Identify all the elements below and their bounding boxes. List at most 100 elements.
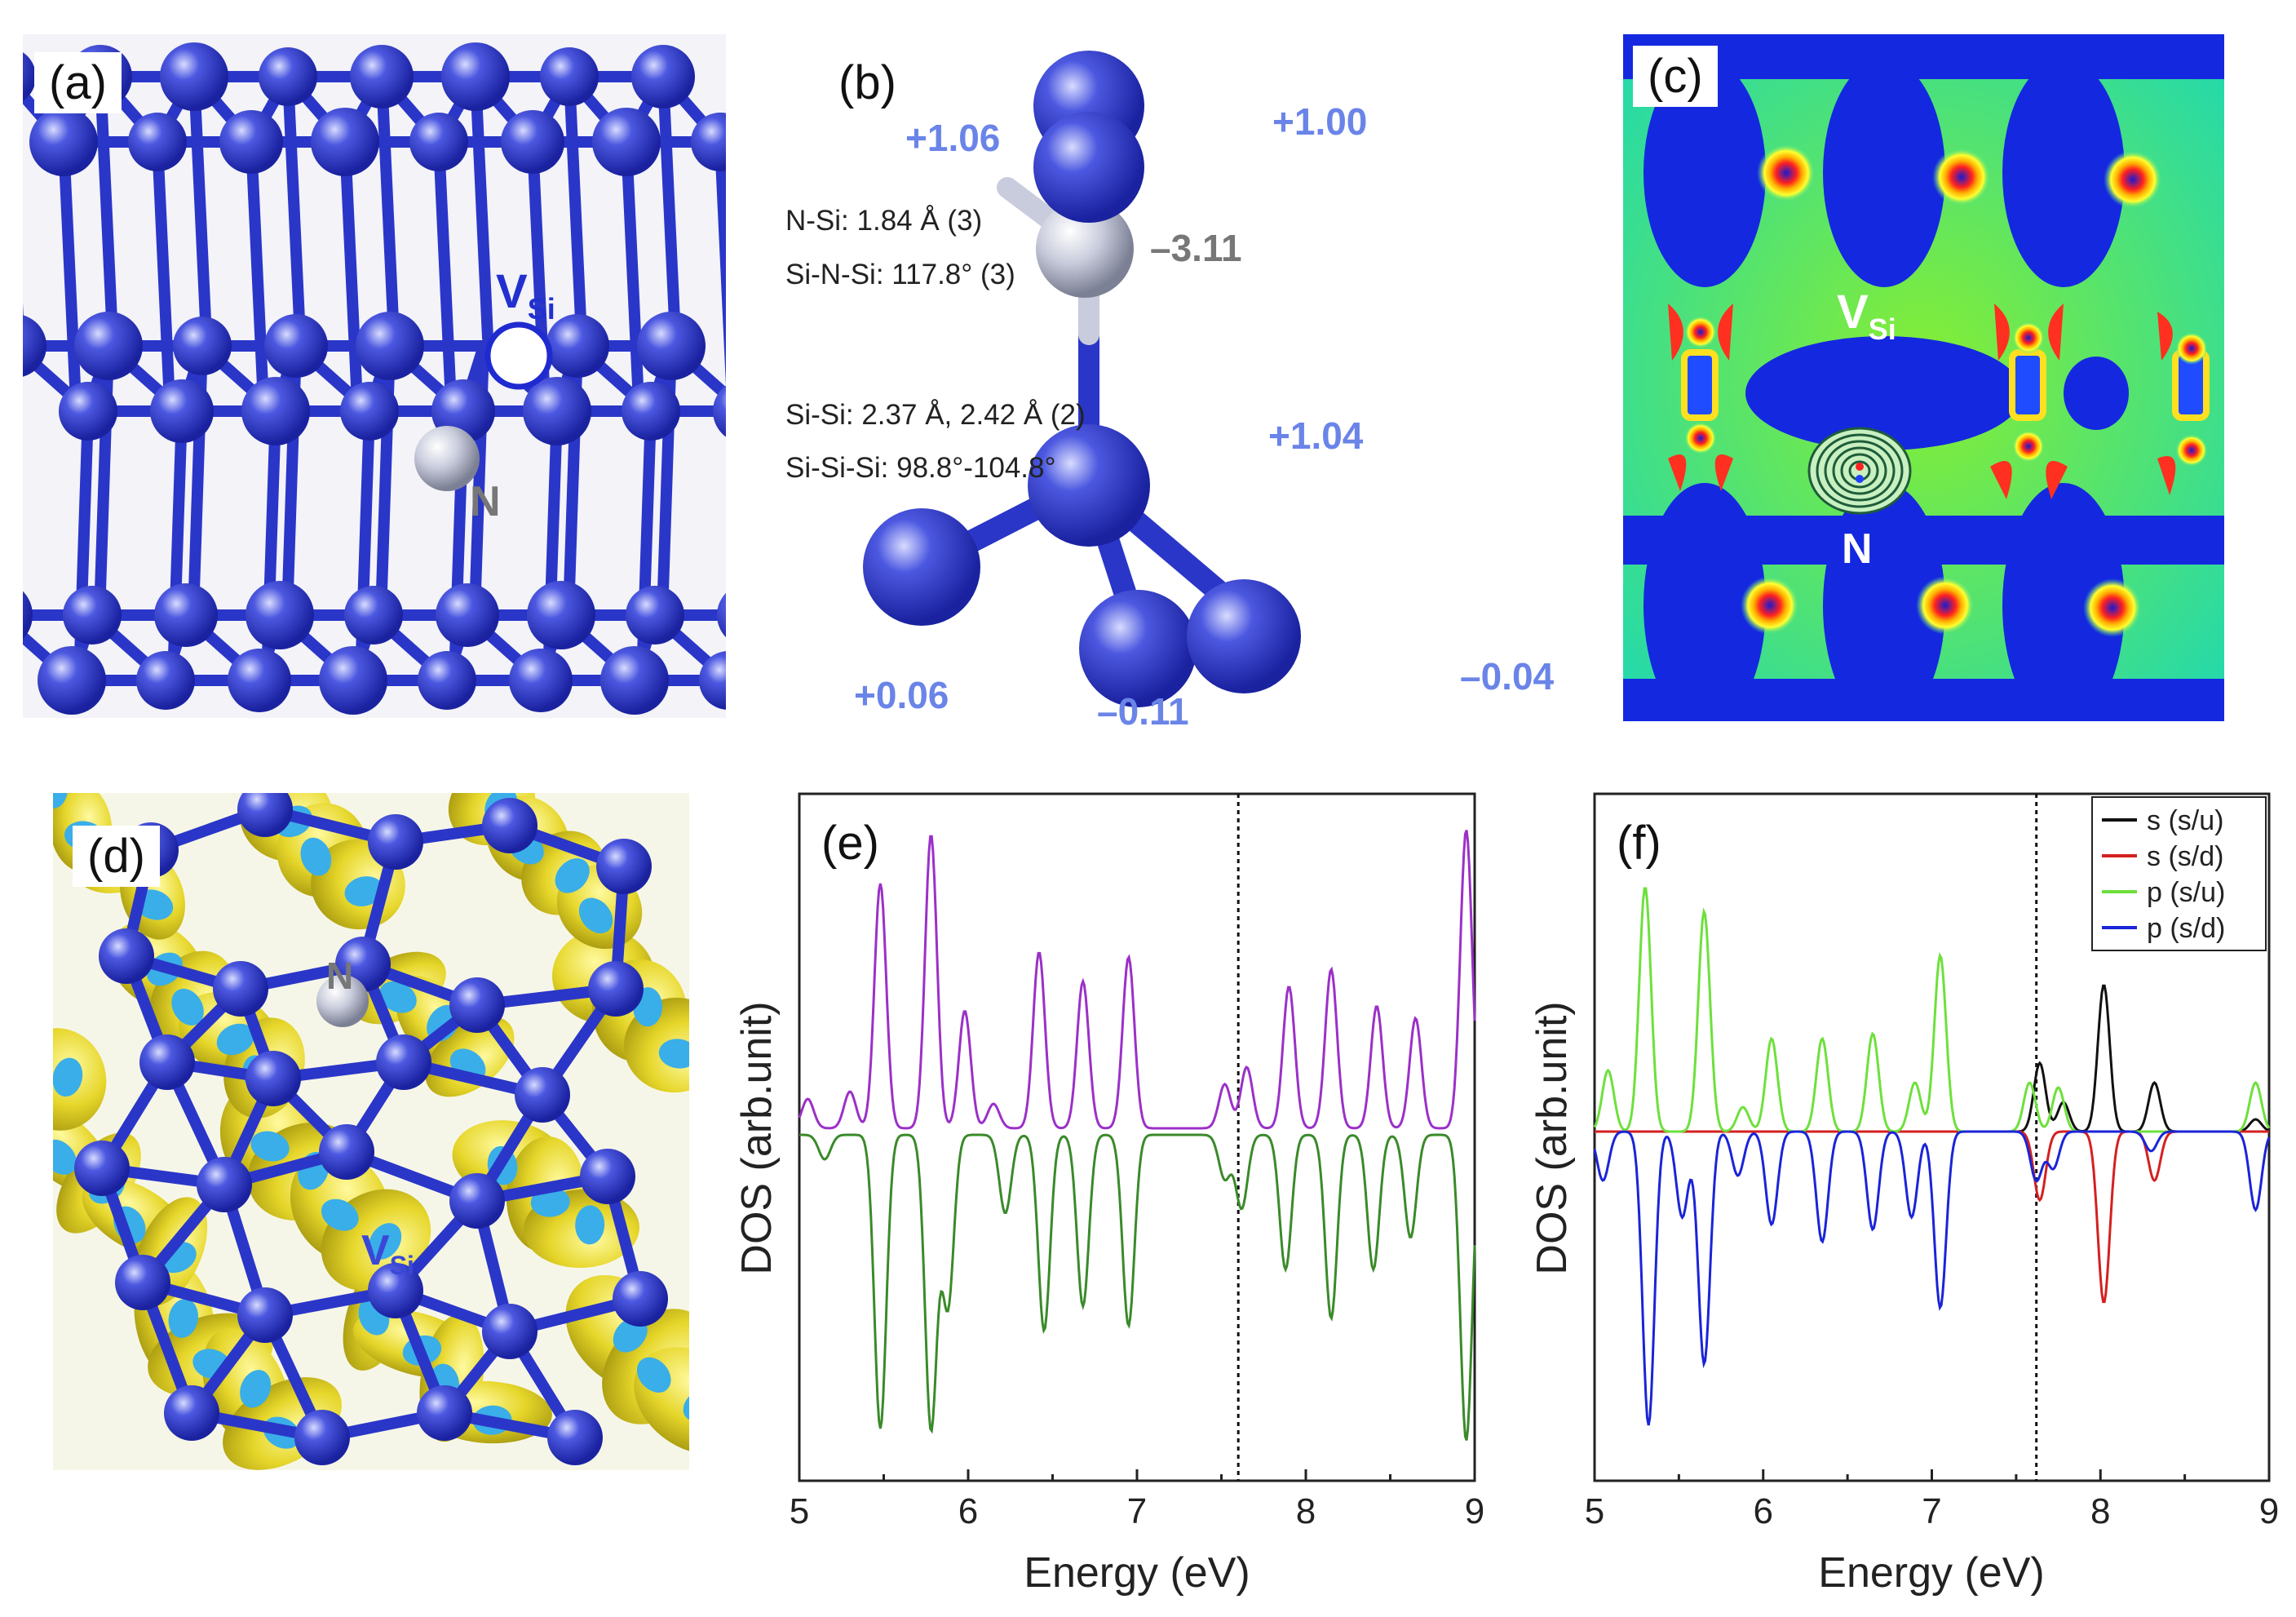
si-atom: [29, 108, 98, 176]
si-atom: [23, 591, 33, 640]
x-axis-label-f: Energy (eV): [1818, 1549, 2044, 1597]
si-atom: [74, 1141, 130, 1196]
dos-curve-p-s-u-: [1593, 887, 2271, 1133]
charge-density-map: VSi N: [1623, 34, 2224, 721]
spin-density-isosurface: N VSi: [53, 793, 689, 1470]
si-atom: [237, 793, 293, 837]
si-atom: [319, 646, 387, 715]
si-atom: [592, 108, 661, 176]
spin-density-core: [53, 793, 68, 808]
si-atom: [409, 113, 468, 171]
x-tick-label: 8: [1296, 1491, 1316, 1531]
si-atom: [547, 1410, 603, 1465]
si-atom: [38, 646, 106, 715]
x-tick-label: 6: [1754, 1491, 1773, 1531]
charge-top-right: +1.00: [1272, 100, 1367, 143]
si-atom: [713, 385, 726, 437]
geometry-si-si-si: Si-Si-Si: 98.8°-104.8°: [785, 452, 1055, 484]
spin-density-core: [578, 897, 613, 933]
si-atom: [356, 312, 424, 380]
si-atom: [319, 1124, 374, 1180]
si-atom: [164, 1385, 219, 1441]
si-atom: [540, 47, 599, 106]
x-axis-label-e: Energy (eV): [1024, 1549, 1250, 1597]
panel-label-d: (d): [73, 826, 160, 887]
x-tick-label: 6: [958, 1491, 978, 1531]
si-atom: [515, 1067, 570, 1123]
panel-label-e: (e): [821, 817, 879, 870]
dos-chart-e: 5 6 7 8 9 (e) Energy (eV) DOS (arb.unit): [733, 792, 1484, 1597]
x-tick-label: 9: [1465, 1491, 1484, 1531]
nitrogen-atom: [414, 426, 480, 491]
si-atom: [482, 1304, 538, 1359]
si-atom: [418, 651, 476, 710]
panel-d: N VSi (d): [53, 793, 689, 1470]
si-atom: [509, 649, 573, 712]
si-atom: [717, 592, 726, 638]
x-tick-label: 8: [2090, 1491, 2110, 1531]
si-atom: [417, 1385, 472, 1441]
spin-density-core: [168, 1299, 199, 1338]
si-atom-tl: [1033, 112, 1144, 223]
panel-label-b: (b): [838, 56, 896, 109]
si-atom: [350, 45, 414, 109]
si-atom: [59, 382, 117, 441]
si-atom: [449, 977, 505, 1033]
si-atom: [376, 1034, 431, 1090]
si-atom: [449, 1173, 505, 1229]
si-atom: [197, 1157, 252, 1212]
si-atom: [527, 581, 595, 649]
si-atom: [241, 377, 310, 445]
si-atom: [637, 312, 706, 380]
si-atom: [344, 586, 403, 645]
panel-c: VSi N (c): [1623, 34, 2224, 721]
geometry-si-n-si: Si-N-Si: 117.8° (3): [785, 259, 1015, 290]
vacancy-label-d: VSi: [361, 1227, 414, 1280]
y-axis-label-e: DOS (arb.unit): [733, 1001, 781, 1274]
si-atom: [368, 814, 423, 870]
spin-density-core: [53, 1139, 77, 1175]
si-atom: [622, 382, 680, 441]
nitrogen-label-c: N: [1842, 525, 1873, 573]
si-atom: [631, 45, 695, 109]
vacancy-label: VSi: [496, 265, 555, 326]
spin-density-core: [575, 1205, 605, 1245]
si-atom: [237, 1287, 293, 1343]
si-atom: [580, 1149, 635, 1204]
legend-entry: s (s/u): [2147, 805, 2223, 836]
spin-density-core: [530, 1187, 570, 1217]
charge-center-si: +1.04: [1268, 414, 1364, 457]
si-atom: [23, 52, 36, 101]
plot-frame-e: [798, 792, 1476, 1482]
si-atom: [246, 1051, 301, 1106]
legend-entry: s (s/d): [2147, 841, 2223, 872]
si-atom: [613, 1271, 668, 1327]
legend-f: s (s/u) s (s/d) p (s/u) p (s/d): [2091, 796, 2267, 951]
si-atom: [136, 651, 195, 710]
si-atom: [228, 649, 291, 712]
legend-entry: p (s/u): [2147, 877, 2225, 908]
geometry-si-si: Si-Si: 2.37 Å, 2.42 Å (2): [785, 399, 1086, 431]
si-atom: [23, 315, 46, 377]
si-atom: [368, 1263, 423, 1318]
si-atom: [219, 110, 283, 174]
charge-bottom-left: +0.06: [854, 674, 949, 716]
si-atom: [699, 651, 726, 710]
legend-entry: p (s/d): [2147, 913, 2225, 944]
nitrogen-label-d: N: [326, 955, 353, 997]
x-tick-label: 7: [1127, 1491, 1147, 1531]
x-tick-label: 7: [1922, 1491, 1941, 1531]
x-tick-label: 5: [1585, 1491, 1604, 1531]
si-atom: [128, 113, 187, 171]
spin-density-core: [555, 858, 590, 893]
si-atom: [173, 317, 232, 375]
nitrogen-label: N: [470, 478, 501, 525]
si-atom: [264, 314, 328, 378]
si-atom: [246, 581, 314, 649]
spin-density-core: [321, 1198, 359, 1231]
spin-density-core: [171, 988, 204, 1026]
dos-curve-p-s-d-: [1593, 1130, 2271, 1426]
si-atom: [311, 108, 379, 176]
spin-density-core: [216, 1023, 254, 1056]
panel-b: +1.06 +1.00 –3.11 +1.04 +0.06 –0.11 –0.0…: [763, 24, 1611, 742]
